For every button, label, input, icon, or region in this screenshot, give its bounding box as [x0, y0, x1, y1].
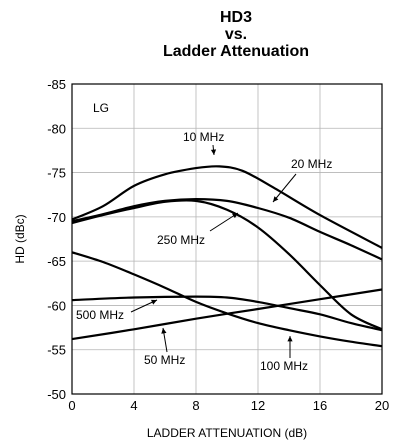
y-tick-label: -55: [47, 343, 66, 358]
chart-title-line-2: vs.: [225, 26, 247, 43]
annotation-20-mhz: 20 MHz: [291, 157, 332, 171]
series-line-10-mhz: [71, 165, 383, 249]
plot-frame: [71, 83, 383, 395]
series-lines: [71, 165, 383, 348]
annotation-100-mhz: 100 MHz: [260, 359, 308, 373]
series-line-20-mhz: [71, 198, 383, 261]
annotation-arrowhead-10-mhz: [210, 149, 217, 155]
annotation-arrowhead-50-mhz: [161, 328, 167, 334]
chart-title-line-1: HD3: [220, 9, 252, 26]
tick-labels: 0 4 8 12 16 20 -85 -80 -75 -70 -65 -60 -55 -50: [47, 77, 389, 413]
y-tick-label: -50: [47, 387, 66, 402]
grid: [72, 84, 382, 394]
annotation-arrow-20-mhz: [272, 173, 297, 203]
annotation-arrow-250-mhz: [209, 212, 239, 232]
y-tick-label: -60: [47, 298, 66, 313]
y-tick-label: -70: [47, 210, 66, 225]
annotation-50-mhz: 50 MHz: [144, 353, 185, 367]
x-tick-label: 4: [130, 398, 137, 413]
chart-title-line-3: Ladder Attenuation: [163, 43, 309, 60]
y-tick-label: -80: [47, 121, 66, 136]
y-tick-label: -75: [47, 166, 66, 181]
y-tick-label: -85: [47, 77, 66, 92]
annotation-arrowhead-100-mhz: [287, 336, 293, 342]
x-tick-label: 16: [313, 398, 327, 413]
annotations: 10 MHz 20 MHz 250 MHz 500 MHz 50 MHz 100 MHz: [76, 130, 332, 373]
series-line-500-mhz: [71, 295, 383, 332]
annotation-arrowhead-250-mhz: [232, 213, 238, 219]
inset-label: LG: [93, 101, 109, 115]
annotation-arrowhead-20-mhz: [273, 196, 279, 202]
series-line-250-mhz: [71, 199, 383, 331]
x-tick-label: 8: [192, 398, 199, 413]
annotation-250-mhz: 250 MHz: [157, 233, 205, 247]
series-line-100-mhz: [71, 251, 383, 348]
x-tick-label: 20: [375, 398, 389, 413]
x-tick-label: 0: [68, 398, 75, 413]
x-tick-label: 12: [251, 398, 265, 413]
annotation-500-mhz: 500 MHz: [76, 308, 124, 322]
x-axis-label: LADDER ATTENUATION (dB): [147, 426, 307, 440]
annotation-10-mhz: 10 MHz: [183, 130, 224, 144]
annotation-arrowhead-500-mhz: [151, 299, 157, 305]
y-tick-label: -65: [47, 254, 66, 269]
y-axis-label: HD (dBc): [13, 214, 27, 263]
